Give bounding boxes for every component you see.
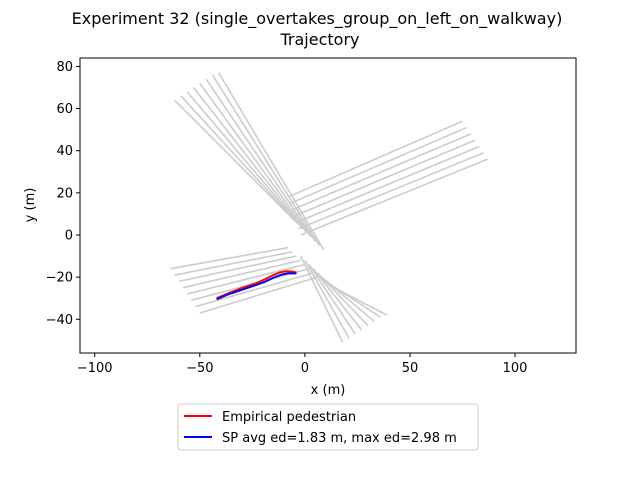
plot-frame [79, 57, 577, 354]
road-lane-23 [299, 255, 344, 343]
x-tick-label: 100 [503, 361, 528, 376]
y-tick-label: 40 [56, 144, 73, 159]
road-lane-26 [312, 268, 363, 331]
road-lane-16 [174, 251, 293, 276]
y-tick-label: 0 [65, 229, 73, 244]
x-axis: −100 −50 0 50 100 [77, 353, 528, 376]
road-lane-11 [294, 139, 476, 217]
road-lane-2 [186, 91, 304, 230]
road-lane-18 [182, 259, 301, 289]
chart-title-line1: Experiment 32 (single_overtakes_group_on… [72, 9, 563, 29]
road-lane-10 [291, 133, 472, 211]
legend-box [177, 403, 479, 451]
y-tick-label: −40 [46, 313, 73, 328]
road-lane-4 [199, 82, 312, 238]
road-lane-24 [304, 259, 350, 339]
chart-title-line2: Trajectory [280, 30, 360, 49]
road-lane-25 [308, 264, 356, 335]
road-lane-30 [329, 284, 388, 316]
road-lane-6 [211, 74, 321, 246]
y-axis-label: y (m) [23, 188, 38, 223]
road-lane-15 [170, 246, 289, 270]
road-lane-12 [296, 145, 480, 224]
x-tick-label: 50 [402, 361, 419, 376]
road-lane-13 [298, 152, 484, 230]
y-tick-label: 20 [56, 186, 73, 201]
road-lane-22 [199, 276, 318, 314]
road-lane-3 [192, 87, 308, 234]
y-tick-label: 80 [56, 60, 73, 75]
road-lane-21 [195, 272, 314, 308]
road-lane-8 [287, 120, 463, 198]
legend-label-sp: SP avg ed=1.83 m, max ed=2.98 m [222, 431, 457, 446]
x-axis-label: x (m) [311, 383, 346, 398]
road-lane-0 [174, 99, 295, 221]
road-lane-7 [218, 72, 325, 251]
series-group [216, 270, 297, 301]
road-lane-1 [180, 95, 300, 226]
y-tick-label: −20 [46, 271, 73, 286]
x-tick-label: 0 [301, 361, 309, 376]
series-line-1 [216, 272, 297, 301]
y-axis: −40 −20 0 20 40 60 80 [46, 60, 80, 328]
road-lane-19 [186, 263, 306, 295]
road-lane-17 [178, 255, 297, 283]
y-tick-label: 60 [56, 102, 73, 117]
road-lane-14 [300, 158, 489, 236]
road-lane-5 [205, 78, 317, 242]
x-tick-label: −50 [186, 361, 213, 376]
x-tick-label: −100 [77, 361, 113, 376]
road-network [170, 72, 489, 343]
legend: Empirical pedestrian SP avg ed=1.83 m, m… [177, 403, 479, 451]
legend-label-empirical: Empirical pedestrian [222, 410, 356, 425]
road-lane-9 [289, 126, 468, 205]
series-line-0 [216, 270, 297, 300]
